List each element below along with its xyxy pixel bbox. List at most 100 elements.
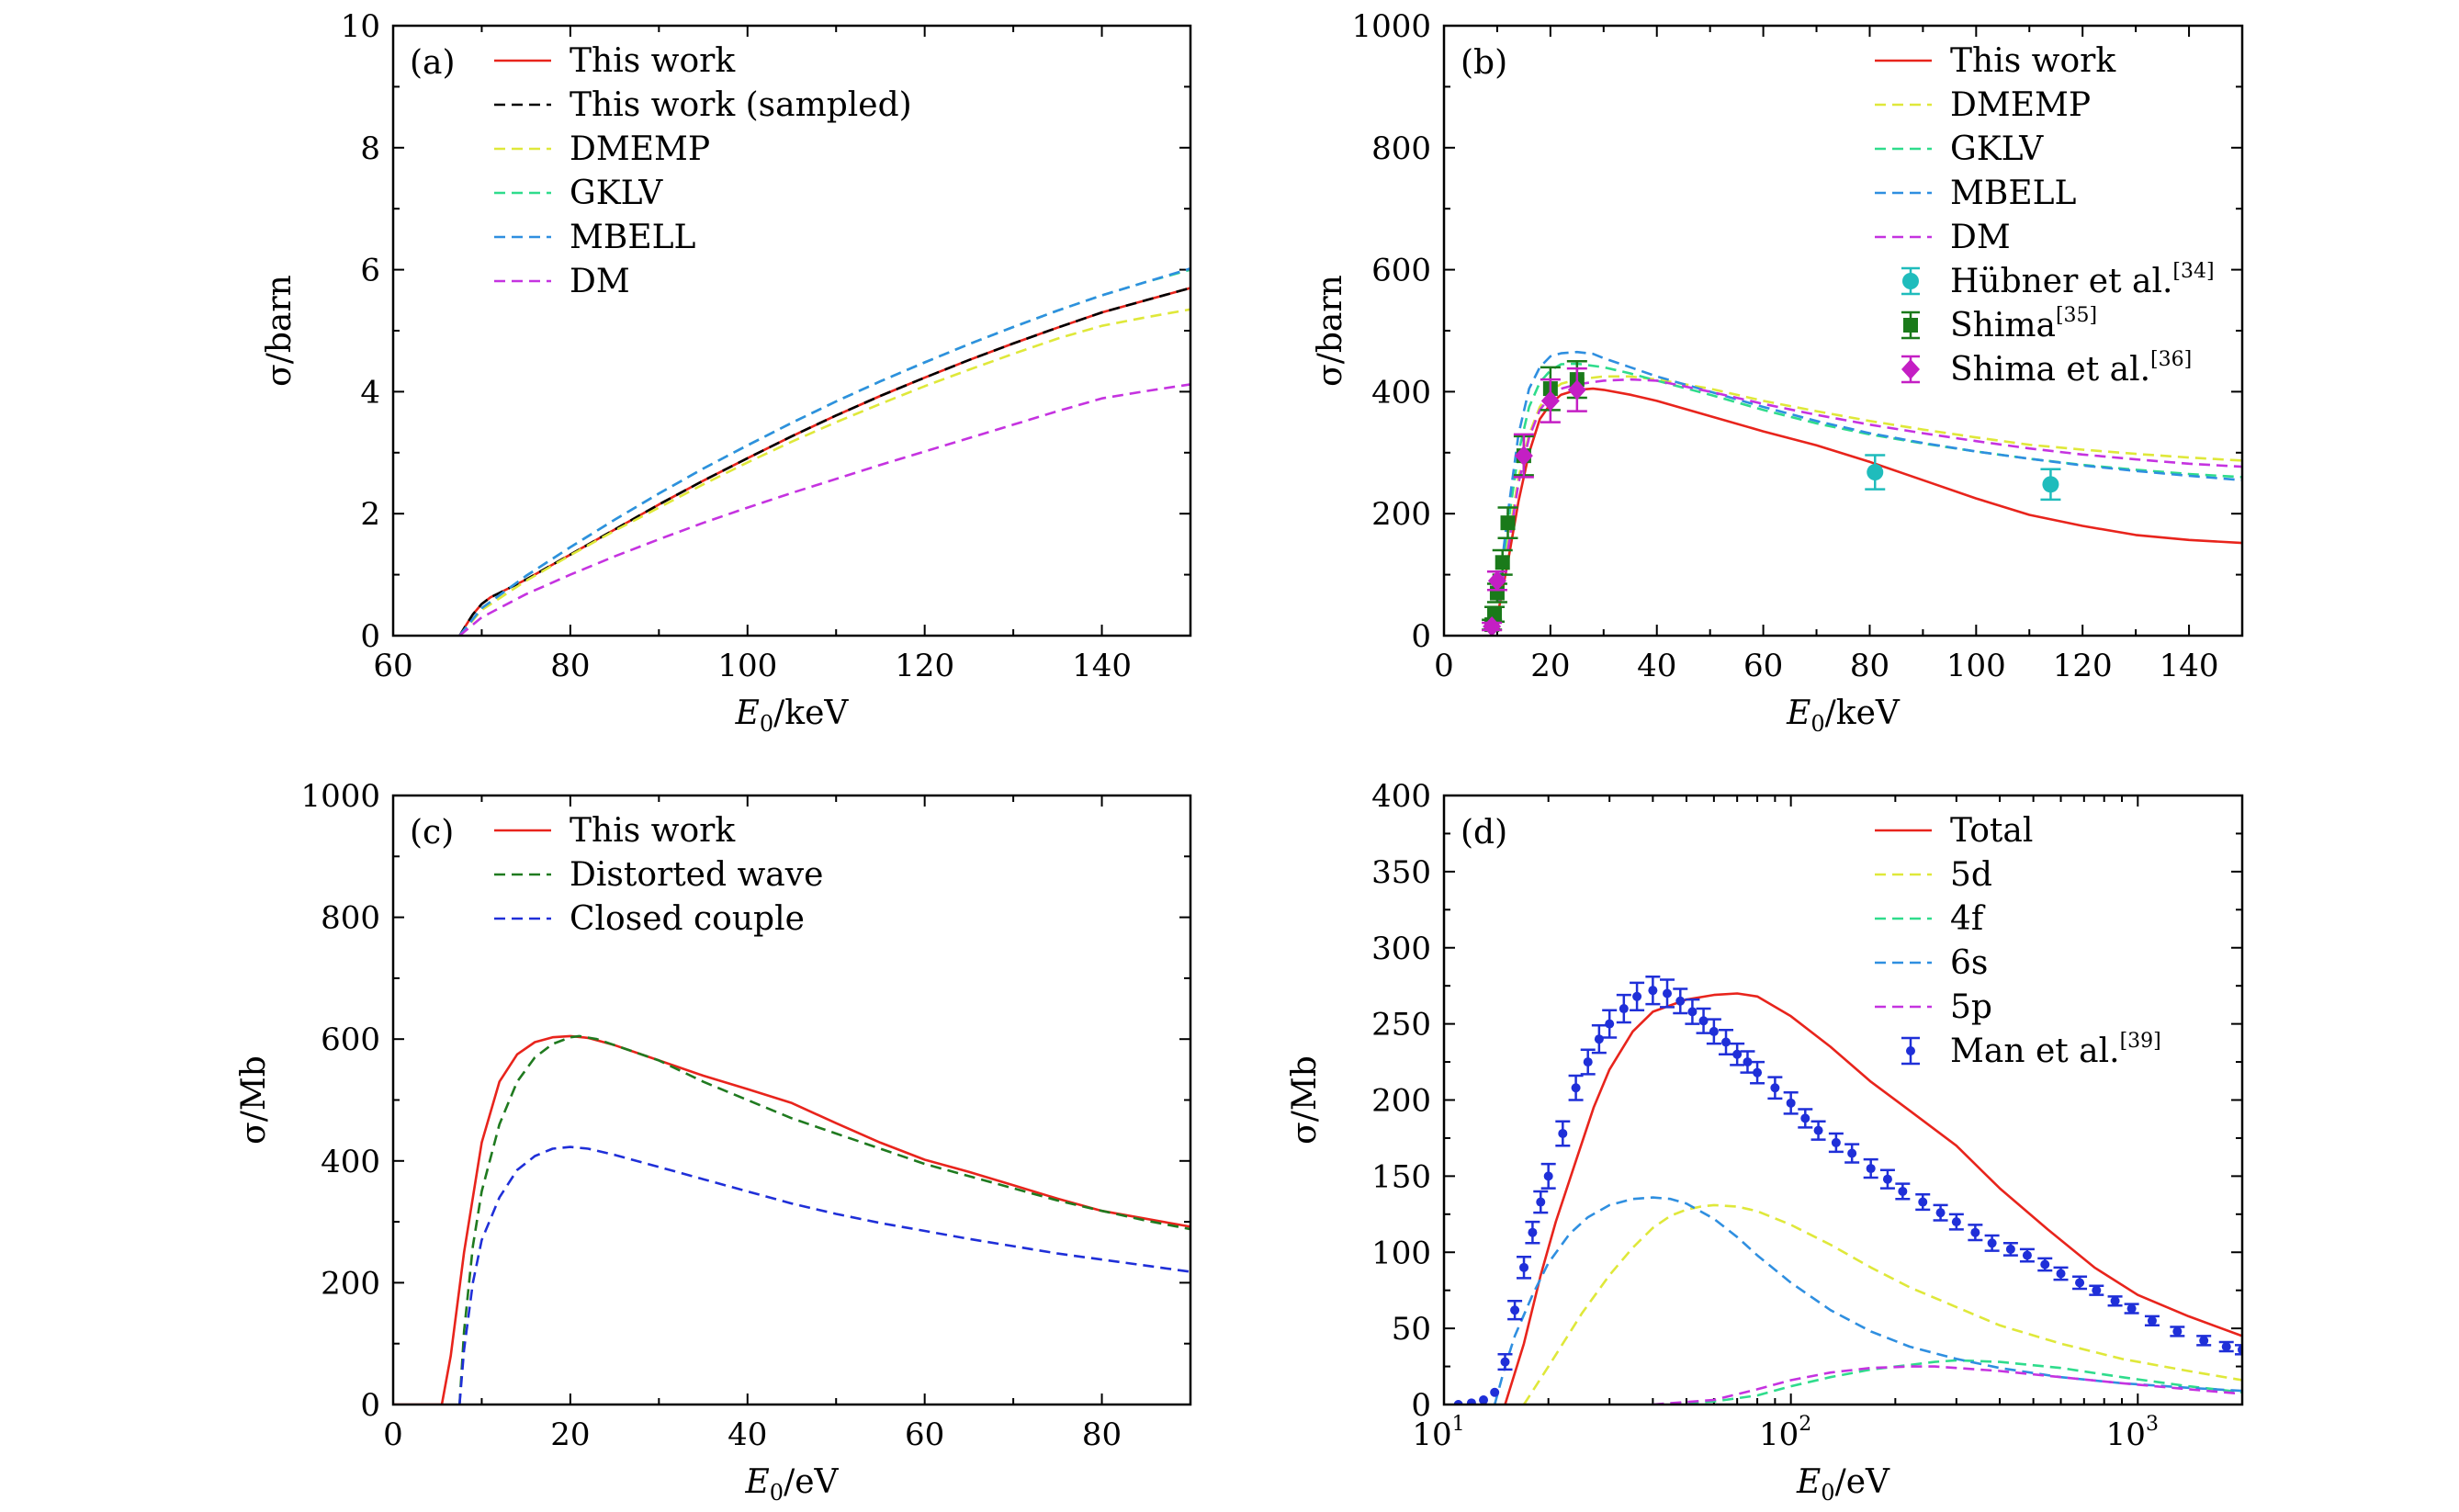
legend-label-text: 5p [1950, 988, 1992, 1026]
data-point [2172, 1326, 2183, 1337]
data-point [2221, 1342, 2231, 1352]
legend-label-text: DM [570, 263, 630, 300]
data-point [1514, 446, 1533, 467]
data-point [1813, 1125, 1823, 1135]
x-axis-title-subscript: 0 [760, 711, 773, 737]
data-point [1558, 1128, 1568, 1138]
data-point [1721, 1037, 1731, 1047]
x-tick-label: 0 [1434, 648, 1454, 684]
legend-label: DMEMP [1950, 86, 2091, 124]
y-tick-label: 600 [1371, 253, 1431, 289]
legend-label-text: Man et al. [1950, 1032, 2120, 1070]
x-tick-label: 80 [1082, 1416, 1122, 1453]
series-line-d-2 [1652, 1359, 2242, 1405]
legend-label-text: Closed couple [570, 900, 805, 938]
x-axis-title-subscript: 0 [1821, 1480, 1834, 1506]
x-tick-label: 80 [550, 648, 590, 684]
data-points-b-1 [1482, 359, 1587, 633]
legend-label: DM [1950, 219, 2011, 256]
data-point [1709, 1026, 1719, 1036]
x-tick-label: 120 [895, 648, 954, 684]
y-tick-label: 200 [1371, 1083, 1431, 1120]
series-line-c-2 [458, 1145, 1190, 1405]
legend-label-citation: [39] [2120, 1030, 2161, 1053]
series-line-b-3 [1490, 350, 2242, 636]
y-axis-title: σ/Mb [235, 1055, 273, 1145]
y-tick-label: 150 [1371, 1158, 1431, 1195]
series-line-d-0 [1504, 992, 2242, 1405]
legend-label-text: Shima [1950, 307, 2056, 344]
data-point [1490, 1387, 1500, 1397]
y-tick-label: 100 [1371, 1235, 1431, 1271]
legend-label-text: This work [570, 42, 736, 80]
y-tick-label: 0 [1411, 618, 1431, 655]
y-tick-label: 10 [341, 8, 380, 45]
legend-label: 5d [1950, 856, 1992, 894]
series-line-a-4 [458, 267, 1190, 636]
data-point [2110, 1296, 2120, 1306]
x-axis-title-subscript: 0 [1810, 711, 1824, 737]
data-points-d-0 [1453, 975, 2242, 1405]
y-tick-label: 8 [360, 130, 380, 167]
plot-area-a [458, 267, 1190, 636]
data-point [1567, 379, 1586, 401]
legend-label-text: DMEMP [1950, 86, 2091, 124]
x-axis-title-symbol: E [1786, 694, 1810, 732]
plot-frame-a [391, 24, 1192, 638]
data-point [1847, 1148, 1857, 1158]
data-point [1970, 1227, 1980, 1237]
legend-label-text: MBELL [1950, 175, 2077, 212]
data-point [2005, 1244, 2015, 1254]
y-tick-label: 0 [360, 1387, 380, 1424]
x-tick-label: 140 [1072, 648, 1132, 684]
legend-label-text: Shima et al. [1950, 351, 2150, 389]
legend-label: Distorted wave [570, 856, 823, 894]
y-tick-label: 6 [360, 253, 380, 289]
x-tick-label: 100 [717, 648, 777, 684]
legend-label-text: MBELL [570, 219, 696, 256]
legend-marker [1902, 273, 1919, 289]
x-tick-label: 102 [1759, 1413, 1811, 1453]
legend-label-citation: [35] [2056, 304, 2097, 327]
legend-marker [1903, 318, 1918, 333]
panel-tag: (c) [410, 814, 454, 852]
y-tick-label: 600 [321, 1021, 380, 1058]
data-point [1918, 1197, 1928, 1207]
legend-label: GKLV [1950, 130, 2044, 168]
x-axis-title: E0/keV [735, 694, 850, 737]
data-point [1594, 1034, 1604, 1044]
data-point [1543, 1171, 1553, 1181]
legend-label: 5p [1950, 988, 1992, 1026]
x-axis-title-unit: /eV [1835, 1463, 1890, 1501]
x-tick-label: 20 [550, 1416, 590, 1453]
plot-area-b [1482, 350, 2242, 636]
legend-label-text: DM [1950, 219, 2011, 256]
x-tick-exponent: 2 [1799, 1413, 1811, 1436]
data-point [1882, 1174, 1892, 1184]
legend-label: This work [570, 42, 736, 80]
legend-label: MBELL [1950, 175, 2077, 212]
y-axis-title: σ/Mb [1286, 1055, 1324, 1145]
data-point [1935, 1208, 1946, 1218]
data-point [2199, 1336, 2209, 1346]
data-point [1466, 1398, 1476, 1405]
data-point [1495, 555, 1510, 570]
data-point [1786, 1098, 1796, 1108]
data-point [1571, 1083, 1581, 1093]
legend-marker [1906, 1046, 1915, 1055]
x-tick-label: 0 [383, 1416, 403, 1453]
legend-a: This work This work (sampled) DMEMP GKLV MBE… [494, 42, 912, 300]
x-axis-title-symbol: E [745, 1463, 770, 1501]
data-point [1800, 1113, 1810, 1123]
data-point [1500, 1357, 1510, 1367]
x-tick-label: 60 [1743, 648, 1783, 684]
x-axis-title-symbol: E [735, 694, 760, 732]
legend-label-text: Total [1950, 812, 2033, 850]
data-point [2126, 1303, 2137, 1314]
data-point [1487, 570, 1506, 592]
data-point [1500, 515, 1516, 531]
data-point [2075, 1278, 2085, 1288]
data-point [1732, 1049, 1743, 1059]
